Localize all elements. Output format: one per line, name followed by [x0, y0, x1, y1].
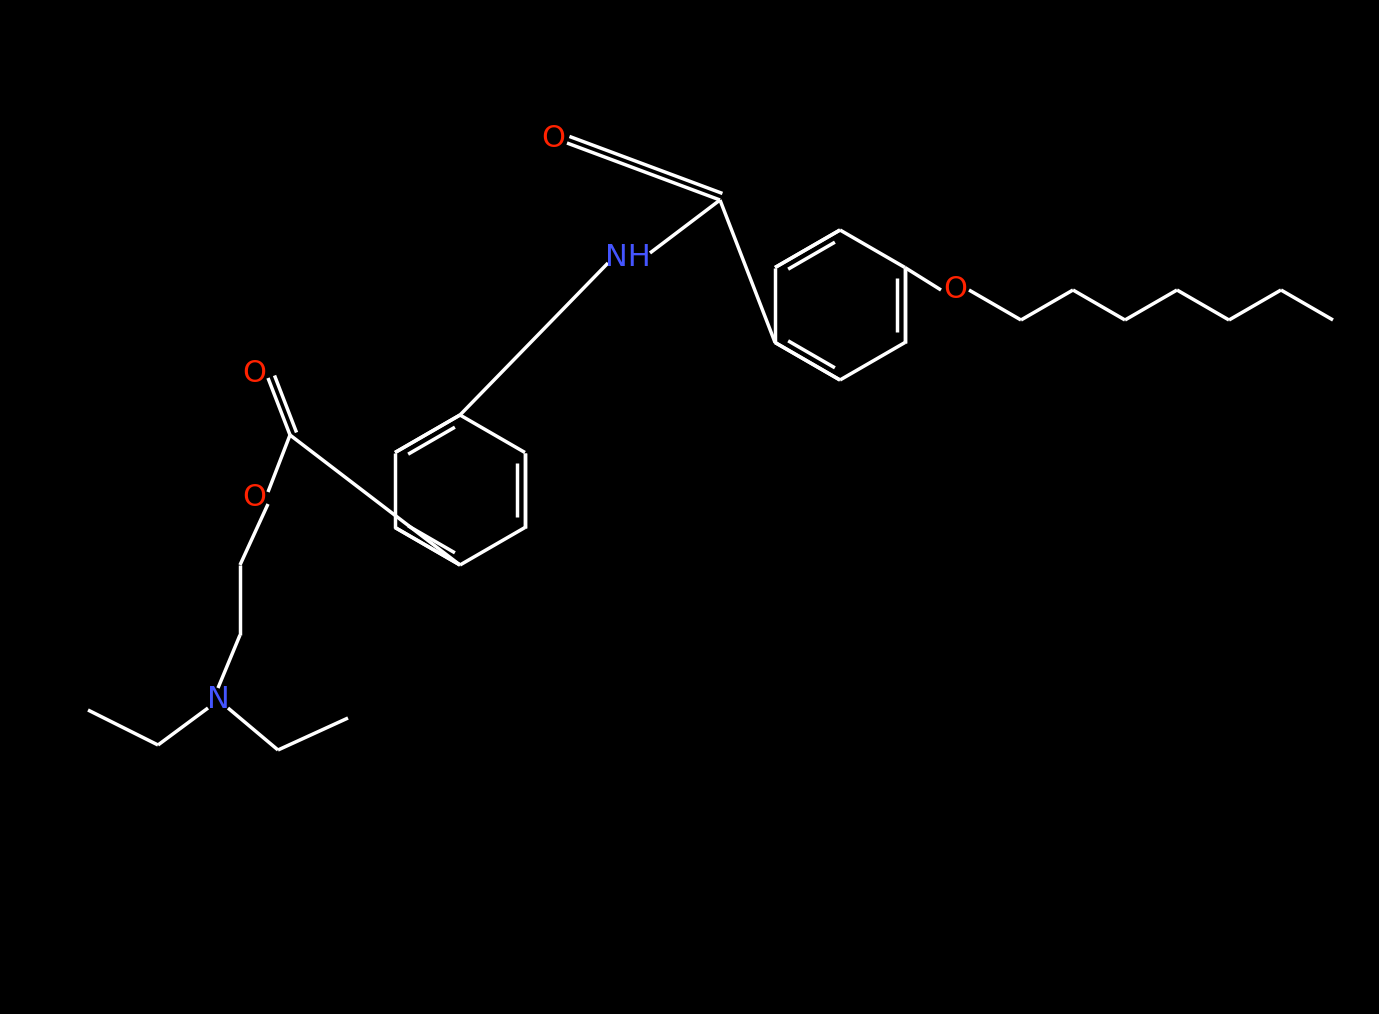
- Text: O: O: [241, 359, 266, 387]
- Text: NH: NH: [605, 243, 651, 273]
- Text: O: O: [241, 483, 266, 511]
- Text: O: O: [943, 276, 967, 304]
- Text: O: O: [541, 124, 565, 152]
- Text: N: N: [207, 685, 229, 715]
